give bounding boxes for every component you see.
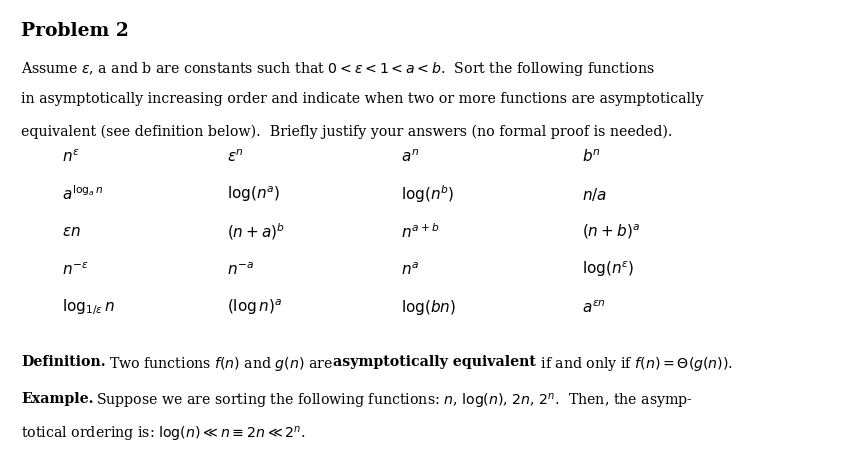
Text: Suppose we are sorting the following functions: $n$, $\log(n)$, $2n$, $2^n$.  Th: Suppose we are sorting the following fun… (97, 391, 693, 410)
Text: $\epsilon n$: $\epsilon n$ (62, 224, 80, 238)
Text: $(\log n)^a$: $(\log n)^a$ (227, 297, 282, 316)
Text: $n^{a+b}$: $n^{a+b}$ (401, 222, 439, 241)
Text: $b^n$: $b^n$ (582, 148, 601, 164)
Text: Problem 2: Problem 2 (21, 22, 129, 40)
Text: $a^n$: $a^n$ (401, 148, 419, 164)
Text: $\log(n^a)$: $\log(n^a)$ (227, 184, 280, 203)
Text: $n/a$: $n/a$ (582, 185, 607, 202)
Text: $\log(n^b)$: $\log(n^b)$ (401, 183, 454, 205)
Text: in asymptotically increasing order and indicate when two or more functions are a: in asymptotically increasing order and i… (21, 92, 704, 106)
Text: if and only if $f(n) = \Theta(g(n))$.: if and only if $f(n) = \Theta(g(n))$. (537, 354, 734, 372)
Text: $\log_{1/\epsilon} n$: $\log_{1/\epsilon} n$ (62, 297, 115, 317)
Text: Example.: Example. (21, 391, 94, 405)
Text: Assume $\epsilon$, a and b are constants such that $0 < \epsilon < 1 < a < b$.  : Assume $\epsilon$, a and b are constants… (21, 60, 655, 78)
Text: $\epsilon^n$: $\epsilon^n$ (227, 148, 244, 164)
Text: Two functions $f(n)$ and $g(n)$ are: Two functions $f(n)$ and $g(n)$ are (109, 354, 334, 372)
Text: $a^{\epsilon n}$: $a^{\epsilon n}$ (582, 298, 606, 315)
Text: Definition.: Definition. (21, 354, 106, 368)
Text: $\log(bn)$: $\log(bn)$ (401, 297, 455, 316)
Text: $a^{\log_a n}$: $a^{\log_a n}$ (62, 185, 103, 203)
Text: $\log(n^{\epsilon})$: $\log(n^{\epsilon})$ (582, 259, 634, 279)
Text: $(n+b)^a$: $(n+b)^a$ (582, 222, 640, 241)
Text: asymptotically equivalent: asymptotically equivalent (334, 354, 537, 368)
Text: $n^a$: $n^a$ (401, 261, 419, 277)
Text: $n^{\epsilon}$: $n^{\epsilon}$ (62, 148, 80, 164)
Text: $n^{-\epsilon}$: $n^{-\epsilon}$ (62, 261, 88, 277)
Text: $n^{-a}$: $n^{-a}$ (227, 261, 254, 277)
Text: $(n+a)^b$: $(n+a)^b$ (227, 221, 285, 241)
Text: equivalent (see definition below).  Briefly justify your answers (no formal proo: equivalent (see definition below). Brief… (21, 124, 673, 138)
Text: totical ordering is: $\log(n) \ll n \equiv 2n \ll 2^n$.: totical ordering is: $\log(n) \ll n \equ… (21, 425, 306, 443)
